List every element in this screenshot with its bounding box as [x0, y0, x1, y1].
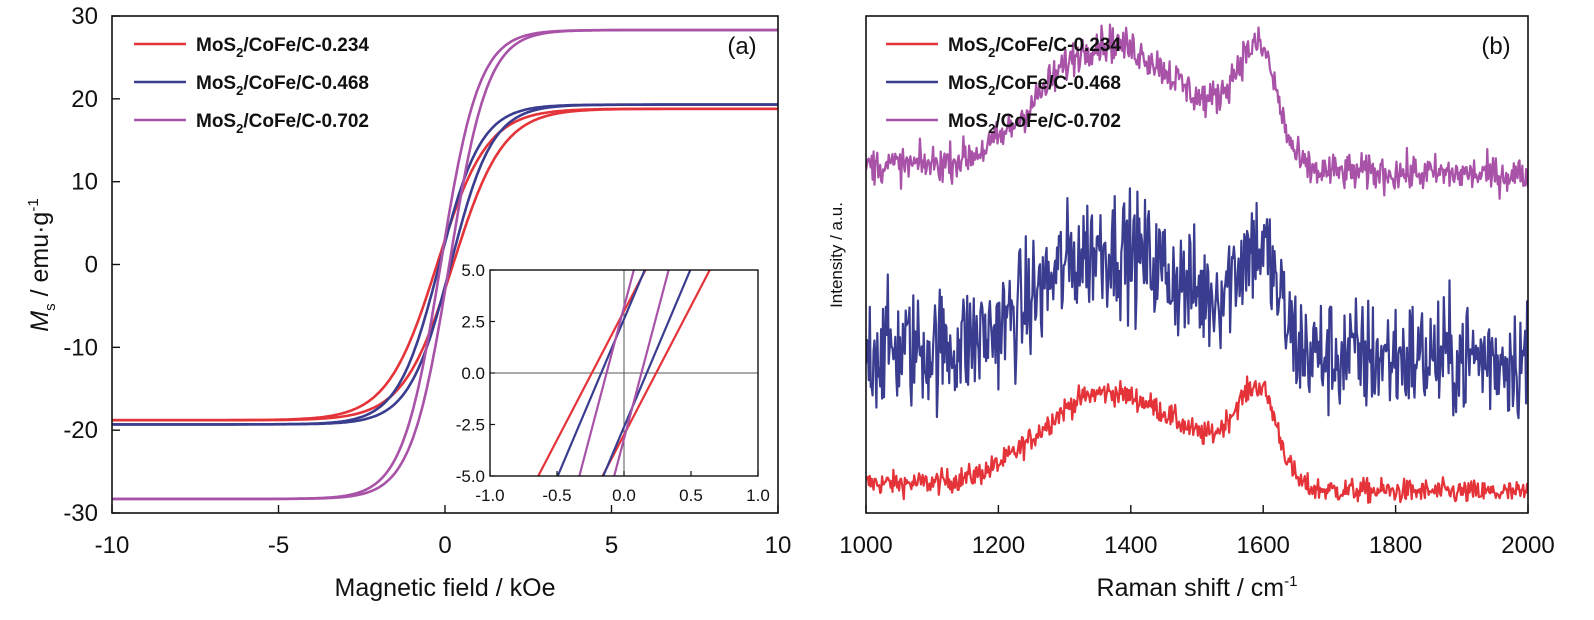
- panel-b-legend-label-post: /CoFe/C-0.468: [995, 73, 1121, 94]
- panel-a-legend-label-0: MoS2/CoFe/C-0.234: [196, 35, 369, 60]
- panel-b-legend-label-post: /CoFe/C-0.702: [995, 111, 1121, 132]
- inset-ytick-label: 5.0: [461, 261, 485, 280]
- panel-b-xtick-label: 1400: [1104, 532, 1157, 559]
- y-label-rest: / emu·g: [26, 212, 54, 304]
- panel-b-legend-label-pre: MoS: [948, 35, 988, 56]
- panel-b-legend-label-pre: MoS: [948, 111, 988, 132]
- panel-a-x-axis-label: Magnetic field / kOe: [335, 574, 556, 602]
- inset-branch-series-2: [613, 270, 670, 476]
- y-label-main: M: [26, 311, 54, 332]
- inset-xtick-label: 0.0: [612, 486, 636, 505]
- panel-a-xtick-label: -10: [95, 532, 130, 559]
- inset-ytick-label: -2.5: [456, 416, 485, 435]
- x-label-sup: -1: [1284, 573, 1297, 590]
- y-label-sub: s: [42, 303, 59, 311]
- panel-a-ytick-label: 0: [85, 252, 98, 279]
- y-label-sup: -1: [25, 198, 42, 211]
- panel-a-legend-label-post: /CoFe/C-0.702: [243, 111, 369, 132]
- panel-a-y-axis-label: Ms / emu·g-1: [25, 198, 59, 331]
- panel-a-legend-label-sub: 2: [236, 83, 243, 98]
- inset-xtick-label: -1.0: [475, 486, 504, 505]
- inset-curves: [490, 270, 758, 476]
- panel-b-y-axis-label: Intensity / a.u.: [827, 202, 846, 308]
- panel-b-legend-label-sub: 2: [988, 45, 995, 60]
- panel-b-legend-label-pre: MoS: [948, 73, 988, 94]
- panel-b-frame: [865, 15, 1529, 514]
- panel-a-legend-label-post: /CoFe/C-0.468: [243, 73, 369, 94]
- inset-xtick-label: 0.5: [679, 486, 703, 505]
- panel-a-ytick-label: -20: [63, 417, 98, 444]
- panel-a-xtick-label: -5: [268, 532, 289, 559]
- panel-a-legend-label-pre: MoS: [196, 73, 236, 94]
- inset-ytick-label: -5.0: [456, 467, 485, 486]
- panel-b-xtick-label: 2000: [1501, 532, 1554, 559]
- panel-a-legend-label-2: MoS2/CoFe/C-0.702: [196, 111, 369, 136]
- panel-b-legend-label-sub: 2: [988, 83, 995, 98]
- inset-branch-series-1: [556, 270, 646, 476]
- inset: -1.0 -0.5 0.0 0.5 1.0 -5.0 -2.5 0.0 2.5 5.0: [456, 261, 770, 505]
- panel-a-ytick-label: 30: [71, 3, 98, 30]
- inset-branch-series-1: [602, 270, 692, 476]
- inset-branch-series-2: [578, 270, 635, 476]
- inset-ticks: -1.0 -0.5 0.0 0.5 1.0 -5.0 -2.5 0.0 2.5 5.0: [456, 261, 770, 505]
- panel-b-ticks: 1000 1200 1400 1600 1800 2000: [839, 505, 1555, 559]
- inset-branch-series-0: [601, 270, 711, 476]
- panel-b-x-axis-label: Raman shift / cm-1: [1097, 573, 1298, 602]
- panel-b-legend-label-1: MoS2/CoFe/C-0.468: [948, 73, 1121, 98]
- inset-xtick-label: -0.5: [542, 486, 571, 505]
- x-label-main: Raman shift / cm: [1097, 574, 1285, 602]
- panel-b-legend-label-2: MoS2/CoFe/C-0.702: [948, 111, 1121, 136]
- panel-a-legend-label-post: /CoFe/C-0.234: [243, 35, 369, 56]
- panel-a-legend-label-sub: 2: [236, 121, 243, 136]
- panel-a-legend-label-1: MoS2/CoFe/C-0.468: [196, 73, 369, 98]
- panel-a-xtick-label: 10: [765, 532, 792, 559]
- panel-b: 1000 1200 1400 1600 1800 2000 (b) MoS2/CoFe/C…: [827, 15, 1555, 602]
- panel-a-ytick-label: 10: [71, 169, 98, 196]
- panel-b-legend: MoS2/CoFe/C-0.234MoS2/CoFe/C-0.468MoS2/C…: [886, 35, 1121, 136]
- panel-a-ytick-label: -30: [63, 500, 98, 527]
- panel-a-legend-label-pre: MoS: [196, 111, 236, 132]
- panel-b-legend-label-sub: 2: [988, 121, 995, 136]
- panel-b-label: (b): [1481, 33, 1510, 60]
- panel-a-ticks: -10 -5 0 5 10 -30 -20 -10 0 10 20 30: [63, 3, 791, 559]
- inset-ytick-label: 2.5: [461, 313, 485, 332]
- raman-spectrum-series-2: [866, 23, 1528, 200]
- raman-spectrum-series-1: [866, 187, 1528, 420]
- panel-a-xtick-label: 5: [605, 532, 618, 559]
- panel-b-legend-label-0: MoS2/CoFe/C-0.234: [948, 35, 1121, 60]
- panel-a-ytick-label: -10: [63, 334, 98, 361]
- panel-a-label: (a): [727, 33, 756, 60]
- inset-ytick-label: 0.0: [461, 364, 485, 383]
- panel-b-xtick-label: 1000: [839, 532, 892, 559]
- panel-a-legend-label-sub: 2: [236, 45, 243, 60]
- inset-xtick-label: 1.0: [746, 486, 770, 505]
- panel-a-curves: [112, 28, 778, 501]
- panel-a-legend-label-pre: MoS: [196, 35, 236, 56]
- panel-b-curves: [866, 23, 1528, 504]
- panel-a-ytick-label: 20: [71, 86, 98, 113]
- panel-a-xtick-label: 0: [438, 532, 451, 559]
- panel-b-xtick-label: 1600: [1237, 532, 1290, 559]
- panel-b-legend-label-post: /CoFe/C-0.234: [995, 35, 1121, 56]
- panel-b-xtick-label: 1800: [1369, 532, 1422, 559]
- raman-spectrum-series-0: [866, 375, 1528, 504]
- inset-branch-series-0: [537, 270, 647, 476]
- hysteresis-descending-series-2: [112, 28, 778, 501]
- panel-a-legend: MoS2/CoFe/C-0.234MoS2/CoFe/C-0.468MoS2/C…: [134, 35, 369, 136]
- panel-b-xtick-label: 1200: [972, 532, 1025, 559]
